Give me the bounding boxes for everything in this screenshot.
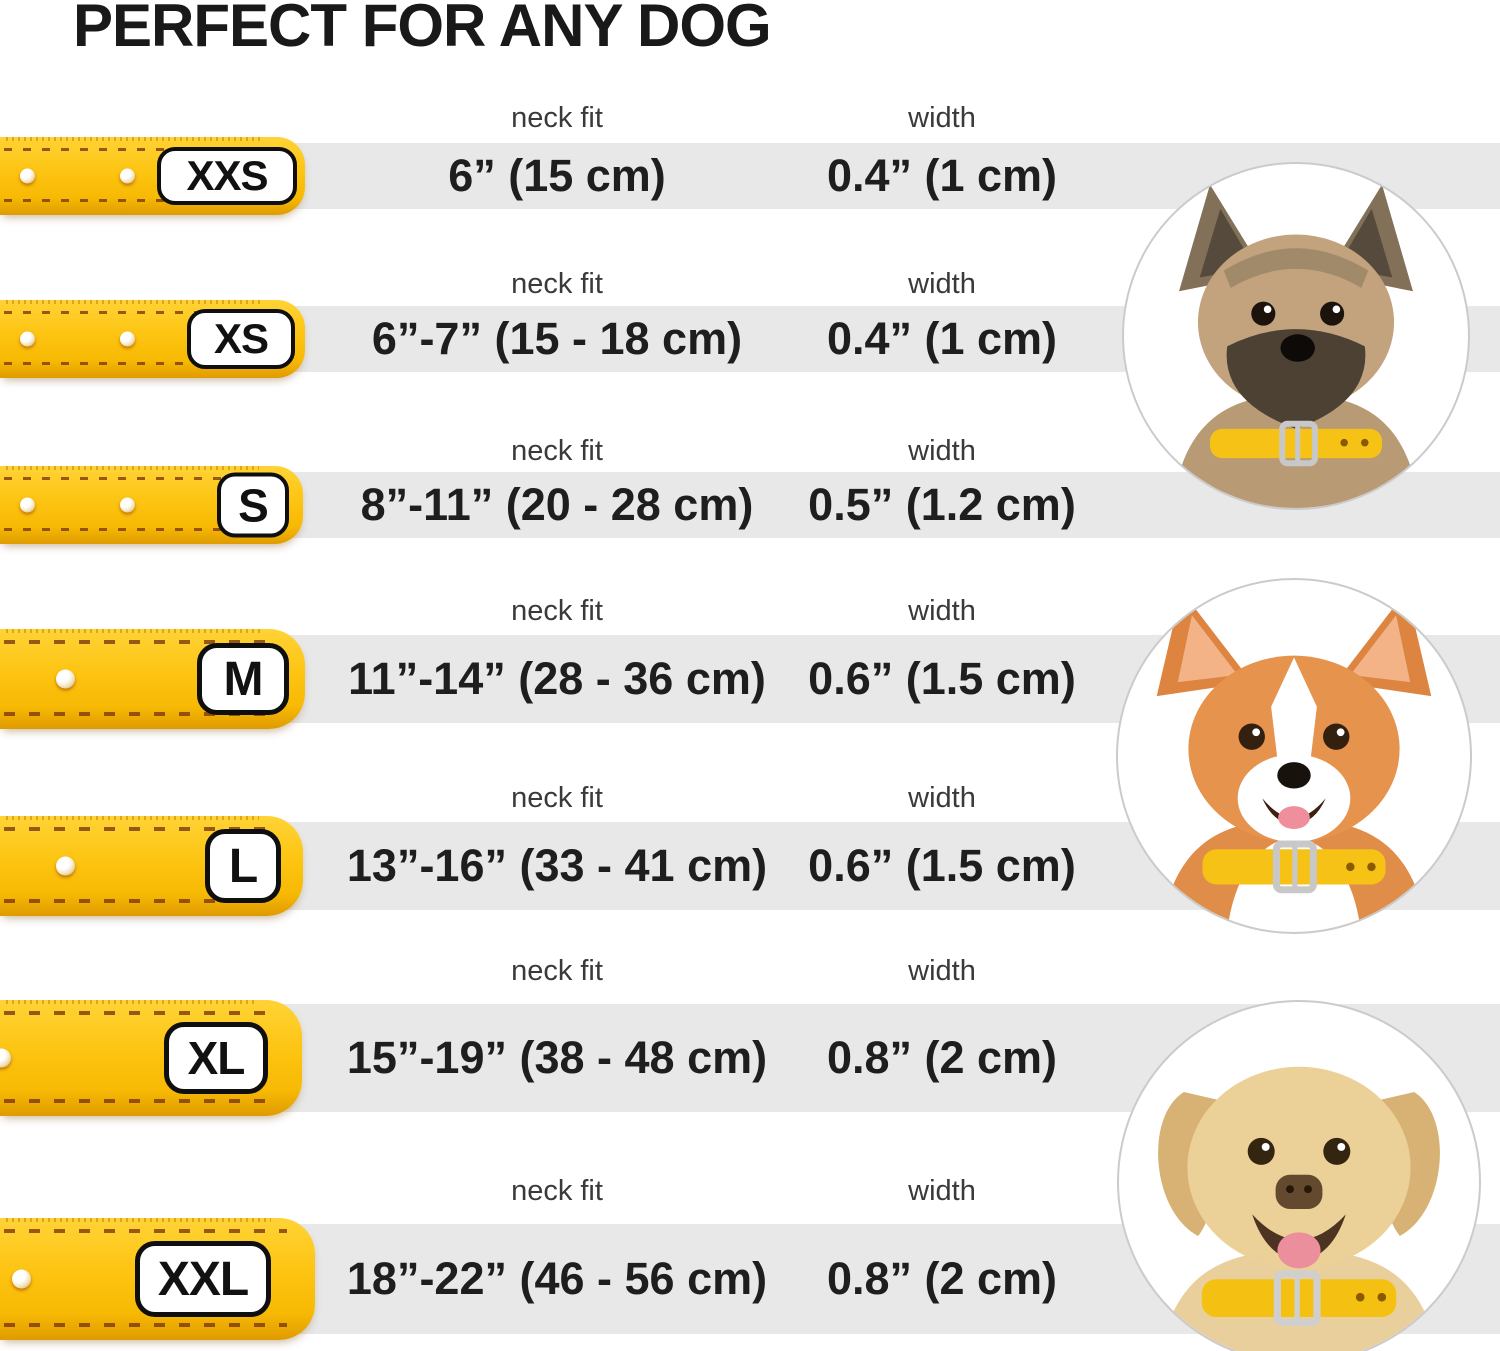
size-badge: XS (187, 309, 295, 369)
stitching (4, 1323, 287, 1327)
rivet (20, 497, 35, 513)
stitching (4, 899, 275, 903)
collar-strap-xxl: XXL (0, 1218, 315, 1340)
stitching (4, 1229, 287, 1233)
width-column-label: width (908, 955, 976, 987)
size-badge: M (197, 643, 289, 715)
rivet (120, 168, 135, 184)
neck-fit-column-label: neck fit (511, 102, 603, 134)
neck-fit-column-label: neck fit (511, 1175, 603, 1207)
rivet (120, 497, 135, 513)
rivet (120, 331, 135, 347)
width-value: 0.4” (1 cm) (826, 150, 1058, 201)
size-badge: XL (164, 1022, 268, 1094)
collar-strap-m: M (0, 629, 305, 729)
width-value: 0.6” (1.5 cm) (808, 653, 1076, 704)
rivet (0, 1048, 11, 1068)
page-title: PERFECT FOR ANY DOG (73, 0, 772, 59)
rivet (20, 331, 35, 347)
collar-strap-l: L (0, 816, 303, 916)
stitching (4, 640, 277, 644)
stitching (4, 1099, 274, 1103)
neck-fit-value: 11”-14” (28 - 36 cm) (348, 653, 766, 704)
width-column-label: width (908, 782, 976, 814)
labrador-dog-image (1158, 1066, 1440, 1351)
neck-fit-column-label: neck fit (511, 955, 603, 987)
stitching (4, 827, 275, 831)
neck-fit-value: 15”-19” (38 - 48 cm) (346, 1032, 768, 1083)
neck-fit-value: 6”-7” (15 - 18 cm) (371, 313, 743, 364)
width-column-label: width (908, 435, 976, 467)
neck-fit-column-label: neck fit (511, 782, 603, 814)
width-column-label: width (908, 268, 976, 300)
stitching (4, 199, 277, 202)
neck-fit-column-label: neck fit (511, 268, 603, 300)
dog-photo-labrador (1117, 1000, 1481, 1351)
neck-fit-value: 13”-16” (33 - 41 cm) (346, 840, 768, 891)
neck-fit-column-label: neck fit (511, 595, 603, 627)
width-value: 0.8” (2 cm) (826, 1253, 1058, 1304)
corgi-dog-image (1156, 590, 1432, 932)
width-value: 0.6” (1.5 cm) (808, 840, 1076, 891)
rivet (56, 669, 75, 689)
terrier-dog-image (1172, 184, 1420, 508)
collar-strap-xl: XL (0, 1000, 302, 1116)
rivet (20, 168, 35, 184)
stitching (4, 712, 277, 716)
rivet (12, 1269, 31, 1289)
stitching (4, 528, 275, 531)
width-column-label: width (908, 1175, 976, 1207)
size-badge: S (217, 472, 289, 538)
width-value: 0.5” (1.2 cm) (808, 479, 1076, 530)
size-badge: L (205, 829, 281, 903)
neck-fit-value: 6” (15 cm) (448, 150, 666, 201)
stitching (4, 477, 275, 480)
size-badge: XXS (157, 147, 297, 205)
stitching (4, 1011, 274, 1015)
collar-strap-s: S (0, 466, 303, 544)
dog-photo-corgi (1116, 578, 1472, 934)
width-column-label: width (908, 102, 976, 134)
neck-fit-value: 8”-11” (20 - 28 cm) (360, 479, 754, 530)
stitching (4, 362, 277, 365)
dog-photo-terrier (1122, 162, 1470, 510)
rivet (56, 856, 75, 876)
width-value: 0.8” (2 cm) (826, 1032, 1058, 1083)
neck-fit-value: 18”-22” (46 - 56 cm) (346, 1253, 768, 1304)
size-badge: XXL (135, 1241, 271, 1317)
stitching (4, 311, 277, 314)
width-column-label: width (908, 595, 976, 627)
collar-strap-xxs: XXS (0, 137, 305, 215)
width-value: 0.4” (1 cm) (826, 313, 1058, 364)
neck-fit-column-label: neck fit (511, 435, 603, 467)
stitching (4, 148, 277, 151)
collar-strap-xs: XS (0, 300, 305, 378)
